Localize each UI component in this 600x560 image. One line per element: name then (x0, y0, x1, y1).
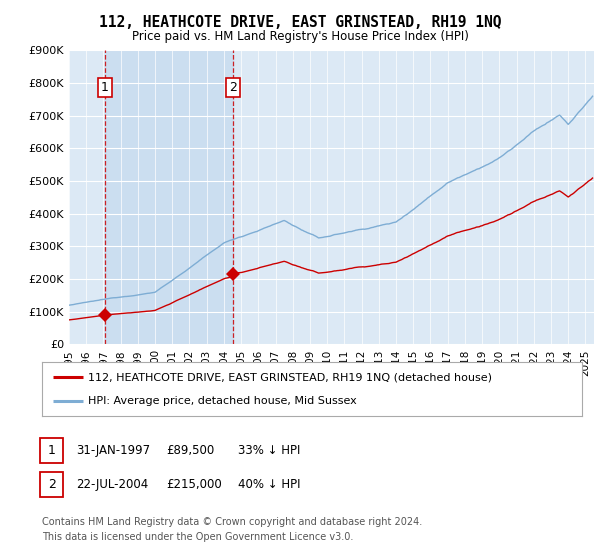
Bar (105, 50, 233, 344)
Text: 22-JUL-2004: 22-JUL-2004 (76, 478, 148, 491)
Text: 1: 1 (47, 444, 56, 458)
Text: 2: 2 (47, 478, 56, 491)
Text: £89,500: £89,500 (166, 444, 214, 458)
Text: 33% ↓ HPI: 33% ↓ HPI (238, 444, 301, 458)
Text: 112, HEATHCOTE DRIVE, EAST GRINSTEAD, RH19 1NQ (detached house): 112, HEATHCOTE DRIVE, EAST GRINSTEAD, RH… (88, 372, 492, 382)
Text: 40% ↓ HPI: 40% ↓ HPI (238, 478, 301, 491)
Text: Price paid vs. HM Land Registry's House Price Index (HPI): Price paid vs. HM Land Registry's House … (131, 30, 469, 43)
Text: HPI: Average price, detached house, Mid Sussex: HPI: Average price, detached house, Mid … (88, 396, 356, 406)
Text: 31-JAN-1997: 31-JAN-1997 (76, 444, 151, 458)
Text: 2: 2 (229, 81, 238, 94)
Text: £215,000: £215,000 (166, 478, 222, 491)
Text: Contains HM Land Registry data © Crown copyright and database right 2024.
This d: Contains HM Land Registry data © Crown c… (42, 517, 422, 542)
Text: 1: 1 (101, 81, 109, 94)
Text: 112, HEATHCOTE DRIVE, EAST GRINSTEAD, RH19 1NQ: 112, HEATHCOTE DRIVE, EAST GRINSTEAD, RH… (99, 15, 501, 30)
